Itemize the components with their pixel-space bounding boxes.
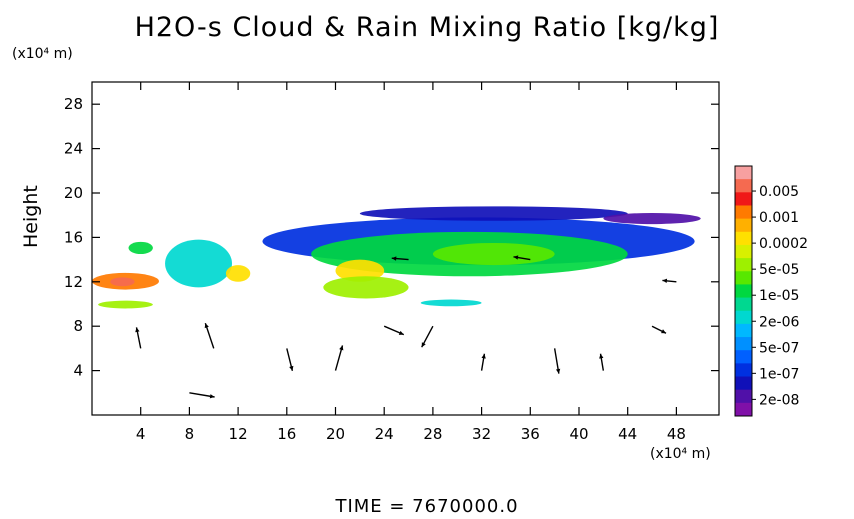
- colorbar-label-6: 5e-07: [759, 340, 799, 356]
- colorbar-swatch-5: [735, 231, 752, 246]
- x-tick-label-6: 28: [423, 425, 442, 443]
- y-tick-label-5: 24: [64, 140, 83, 158]
- colorbar-swatch-4: [735, 218, 752, 233]
- wind-vector-8: [553, 348, 561, 374]
- x-tick-label-7: 32: [472, 425, 491, 443]
- x-tick-label-4: 20: [326, 425, 345, 443]
- cloud-field: [92, 206, 701, 309]
- colorbar-swatch-9: [735, 284, 752, 299]
- wind-vector-12: [513, 255, 531, 261]
- cloud-region-5: [225, 265, 251, 282]
- cloud-region-2: [98, 300, 153, 309]
- y-tick-label-3: 16: [64, 228, 83, 246]
- y-tick-label-4: 20: [64, 184, 83, 202]
- colorbar-swatch-11: [735, 310, 752, 325]
- colorbar-label-5: 2e-06: [759, 314, 799, 330]
- colorbar-label-7: 1e-07: [759, 366, 799, 382]
- y-tick-label-0: 4: [73, 362, 83, 380]
- colorbar-swatch-14: [735, 350, 752, 364]
- cloud-region-4: [165, 239, 233, 288]
- wind-vector-0: [135, 327, 142, 349]
- x-axis-unit-label: (x10⁴ m): [650, 446, 711, 462]
- cloud-region-10: [335, 259, 385, 282]
- wind-vector-4: [334, 345, 344, 371]
- cloud-region-1: [110, 277, 135, 287]
- x-tick-label-3: 16: [277, 425, 296, 443]
- x-tick-label-10: 44: [618, 425, 637, 443]
- chart-title: H2O-s Cloud & Rain Mixing Ratio [kg/kg]: [134, 12, 720, 43]
- colorbar-swatch-18: [735, 402, 752, 417]
- wind-vector-3: [286, 348, 294, 371]
- colorbar-frame: [734, 165, 753, 417]
- colorbar-swatch-8: [735, 271, 752, 285]
- colorbar-label-2: 0.0002: [759, 236, 808, 252]
- y-tick-label-1: 8: [73, 317, 83, 335]
- wind-vector-5: [383, 325, 405, 336]
- wind-vector-6: [421, 325, 434, 348]
- cloud-region-7: [359, 206, 628, 221]
- colorbar-swatch-7: [735, 258, 752, 272]
- colorbar-swatch-16: [735, 376, 752, 391]
- colorbar-label-4: 1e-05: [759, 288, 799, 304]
- colorbar-label-8: 2e-08: [759, 392, 799, 408]
- colorbar-swatch-10: [735, 297, 752, 312]
- x-tick-label-1: 8: [185, 425, 195, 443]
- colorbar-swatch-15: [735, 363, 752, 378]
- colorbar-label-0: 0.005: [759, 184, 799, 200]
- wind-vector-1: [189, 392, 215, 399]
- cloud-region-11: [323, 276, 409, 299]
- y-axis-unit-label: (x10⁴ m): [12, 46, 73, 62]
- colorbar-swatch-13: [735, 337, 752, 351]
- time-footer: TIME = 7670000.0: [335, 496, 519, 517]
- wind-vector-9: [599, 353, 605, 371]
- colorbar-swatch-3: [735, 205, 752, 220]
- x-tick-label-9: 40: [569, 425, 588, 443]
- wind-vector-field: [135, 255, 677, 399]
- colorbar-swatch-12: [735, 323, 752, 338]
- colorbar-swatch-17: [735, 389, 752, 404]
- cloud-region-12: [432, 242, 555, 266]
- colorbar-swatch-2: [735, 192, 752, 206]
- y-tick-label-6: 28: [64, 95, 83, 113]
- wind-vector-7: [480, 353, 486, 371]
- x-tick-label-2: 12: [229, 425, 248, 443]
- y-tick-label-2: 12: [64, 273, 83, 291]
- x-tick-label-11: 48: [667, 425, 686, 443]
- wind-vector-10: [651, 325, 667, 334]
- wind-vector-11: [662, 278, 677, 284]
- colorbar-label-1: 0.001: [759, 210, 799, 226]
- colorbar-swatch-0: [735, 166, 752, 180]
- plot-frame: [91, 81, 720, 416]
- wind-vector-13: [391, 256, 409, 261]
- colorbar-swatch-6: [735, 244, 752, 259]
- wind-vector-2: [204, 322, 215, 349]
- cloud-region-13: [420, 299, 482, 307]
- colorbar-label-3: 5e-05: [759, 262, 799, 278]
- colorbar-swatch-1: [735, 179, 752, 193]
- cloud-region-3: [128, 241, 153, 255]
- x-tick-label-0: 4: [136, 425, 146, 443]
- cloud-region-8: [603, 212, 701, 225]
- x-tick-label-5: 24: [375, 425, 394, 443]
- x-tick-label-8: 36: [521, 425, 540, 443]
- colorbar: 0.005 0.001 0.0002 5e-05 1e-05 2e-06 5e-07 1e-0…: [734, 165, 808, 417]
